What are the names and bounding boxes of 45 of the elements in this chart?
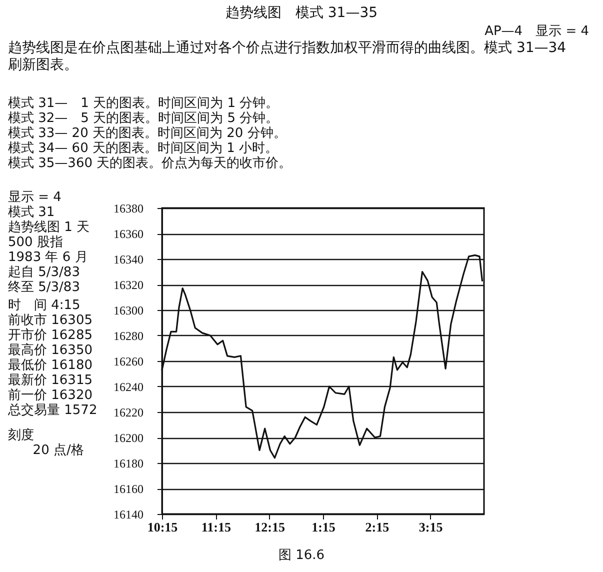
text: 显示 = 4 <box>8 190 62 205</box>
text: 20 点/格 <box>32 443 84 458</box>
text: 总交易量 1572 <box>8 403 98 418</box>
text: 起自 5/3/83 <box>8 265 80 280</box>
text: 模式 35—360 天的图表。价点为每天的收市价。 <box>8 156 292 171</box>
x-tick-label: 2:15 <box>365 520 390 534</box>
text: 模式 33— 20 天的图表。时间区间为 20 分钟。 <box>8 126 286 141</box>
caption: 图 16.6 <box>277 548 326 563</box>
text: 终至 5/3/83 <box>8 280 80 295</box>
y-tick-label: 16300 <box>114 304 144 318</box>
y-tick-label: 16340 <box>114 252 144 266</box>
y-tick-label: 16180 <box>114 456 144 470</box>
text: 趋势线图是在价点图基础上通过对各个价点进行指数加权平滑而得的曲线图。模式 31—34 刷新图表。 <box>8 40 568 74</box>
y-tick-label: 16240 <box>114 380 144 394</box>
x-tick-label: 3:15 <box>418 520 444 534</box>
text: 最高价 16350 <box>8 343 92 358</box>
text: 1983 年 6 月 <box>8 250 88 265</box>
text: 前收市 16305 <box>8 313 92 328</box>
text: 刻度 <box>8 428 34 443</box>
x-tick-label: 12:15 <box>254 520 286 534</box>
text: 500 股指 <box>8 235 63 250</box>
y-tick-label: 16280 <box>114 329 144 343</box>
y-tick-label: 16260 <box>114 354 144 368</box>
y-tick-label: 16320 <box>114 278 144 292</box>
text: 模式 31 <box>8 205 55 220</box>
text: 时 间 4:15 <box>8 298 80 313</box>
text: 前一价 16320 <box>8 388 92 403</box>
y-tick-label: 16380 <box>114 202 144 216</box>
y-tick-label: 16220 <box>114 406 144 420</box>
x-tick-label: 11:15 <box>201 520 232 534</box>
chart-title: 趋势线图 模式 31—35 <box>224 5 379 21</box>
y-tick-label: 16160 <box>114 482 144 496</box>
text: AP—4 显示 = 4 <box>484 24 589 39</box>
text: 最新价 16315 <box>8 373 92 388</box>
x-tick-label: 10:15 <box>147 520 178 534</box>
text: 最低价 16180 <box>8 358 92 373</box>
text: 模式 32— 5 天的图表。时间区间为 5 分钟。 <box>8 111 279 126</box>
y-tick-label: 16360 <box>114 227 144 241</box>
y-tick-label: 16140 <box>114 508 144 522</box>
text: 模式 34— 60 天的图表。时间区间为 1 小时。 <box>8 141 278 156</box>
y-tick-label: 16200 <box>114 431 144 445</box>
text: 模式 31— 1 天的图表。时间区间为 1 分钟。 <box>8 96 279 111</box>
text: 开市价 16285 <box>8 328 92 343</box>
text: 趋势线图 1 天 <box>8 220 90 235</box>
x-tick-label: 1:15 <box>312 520 336 534</box>
